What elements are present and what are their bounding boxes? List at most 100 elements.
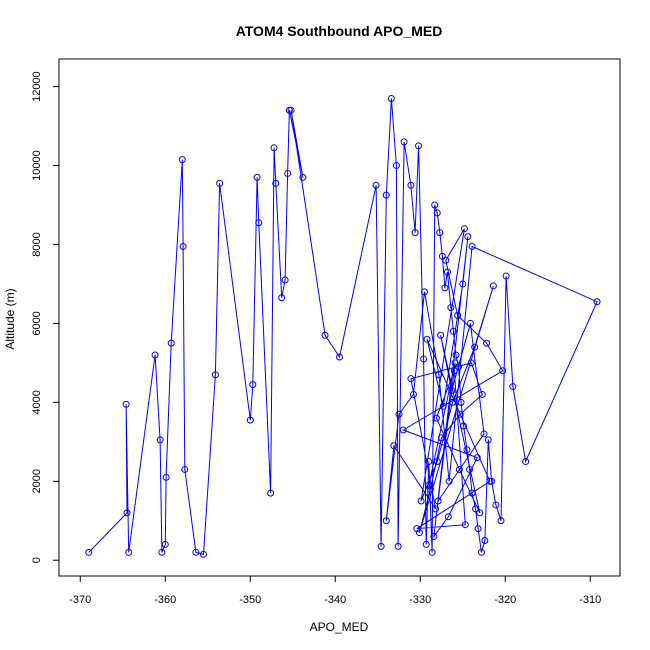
data-point [216, 179, 224, 187]
data-point [486, 477, 494, 485]
data-point [499, 367, 507, 375]
data-point [457, 398, 465, 406]
data-point [425, 458, 433, 466]
data-point [411, 229, 419, 237]
data-point [382, 517, 390, 525]
data-point [270, 144, 278, 152]
data-point [439, 402, 447, 410]
x-tick-label: -330 [409, 594, 431, 606]
data-point [192, 548, 200, 556]
data-point [451, 359, 459, 367]
data-point [421, 288, 428, 296]
data-point [474, 525, 482, 533]
data-point [249, 381, 257, 389]
data-point [200, 550, 207, 558]
data-point [441, 284, 449, 292]
plot-frame [58, 58, 621, 577]
data-point [181, 465, 189, 473]
data-point [448, 387, 456, 395]
data-point [428, 548, 436, 556]
data-point [455, 363, 462, 371]
data-point [161, 540, 169, 548]
data-point [409, 390, 417, 398]
y-tick-label: 10000 [31, 150, 43, 181]
data-point [445, 477, 453, 485]
data-point [468, 489, 476, 497]
data-point [449, 398, 457, 406]
data-point [472, 505, 479, 513]
data-point [394, 542, 402, 550]
data-point [267, 489, 275, 497]
data-point [459, 280, 467, 288]
y-axis: 0 2000 4000 6000 8000 10000 12000 [31, 71, 60, 563]
data-point [489, 282, 497, 290]
data-point [444, 513, 452, 521]
data-point [466, 319, 474, 327]
data-point [442, 256, 450, 264]
data-point [158, 548, 166, 556]
data-point [382, 191, 390, 199]
data-point [484, 436, 492, 444]
data-point [450, 367, 458, 375]
data-point [413, 525, 421, 533]
data-point [477, 548, 485, 556]
data-point [473, 454, 481, 462]
data-point [417, 497, 425, 505]
data-point [407, 375, 415, 383]
data-point [438, 252, 446, 260]
data-point [456, 410, 464, 418]
data-point [467, 359, 475, 367]
data-point [299, 173, 307, 181]
data-point [463, 446, 471, 454]
data-point [464, 233, 472, 241]
data-point [420, 355, 428, 363]
data-point [483, 339, 491, 347]
data-point [492, 501, 500, 509]
x-tick-label: -350 [239, 594, 261, 606]
data-point [461, 521, 469, 529]
data-point [415, 142, 423, 150]
data-point [431, 201, 439, 209]
x-axis-label: APO_MED [310, 620, 369, 634]
data-point [407, 181, 415, 189]
data-point [452, 351, 460, 359]
data-point [480, 430, 488, 438]
data-point [253, 173, 261, 181]
y-tick-label: 4000 [31, 390, 43, 414]
y-tick-label: 12000 [31, 71, 43, 102]
data-point [425, 481, 433, 489]
data-point [387, 94, 395, 102]
data-point [437, 331, 445, 339]
data-point [436, 229, 444, 237]
data-point [466, 465, 474, 473]
x-axis: -370 -360 -350 -340 -330 -320 -310 [69, 575, 601, 606]
data-point [435, 371, 443, 379]
data-point [478, 390, 486, 398]
y-tick-label: 6000 [31, 311, 43, 335]
data-point [476, 509, 484, 517]
x-tick-label: -360 [154, 594, 176, 606]
data-point [377, 542, 385, 550]
data-point [447, 304, 455, 312]
data-point [162, 473, 170, 481]
data-point [392, 162, 400, 170]
data-point [284, 169, 292, 177]
data-point [321, 331, 329, 339]
data-point [432, 414, 440, 422]
data-point [432, 505, 440, 513]
series-group [85, 94, 601, 558]
data-point [497, 517, 505, 525]
data-point [211, 371, 219, 379]
data-point [122, 400, 130, 408]
y-tick-label: 0 [31, 557, 43, 563]
data-point [455, 465, 463, 473]
data-point [454, 312, 462, 320]
series-line [88, 98, 598, 555]
data-point [246, 416, 254, 424]
data-point [502, 272, 510, 280]
data-point [522, 458, 530, 466]
x-tick-label: -310 [579, 594, 601, 606]
x-tick-label: -320 [494, 594, 516, 606]
data-point [593, 298, 601, 306]
